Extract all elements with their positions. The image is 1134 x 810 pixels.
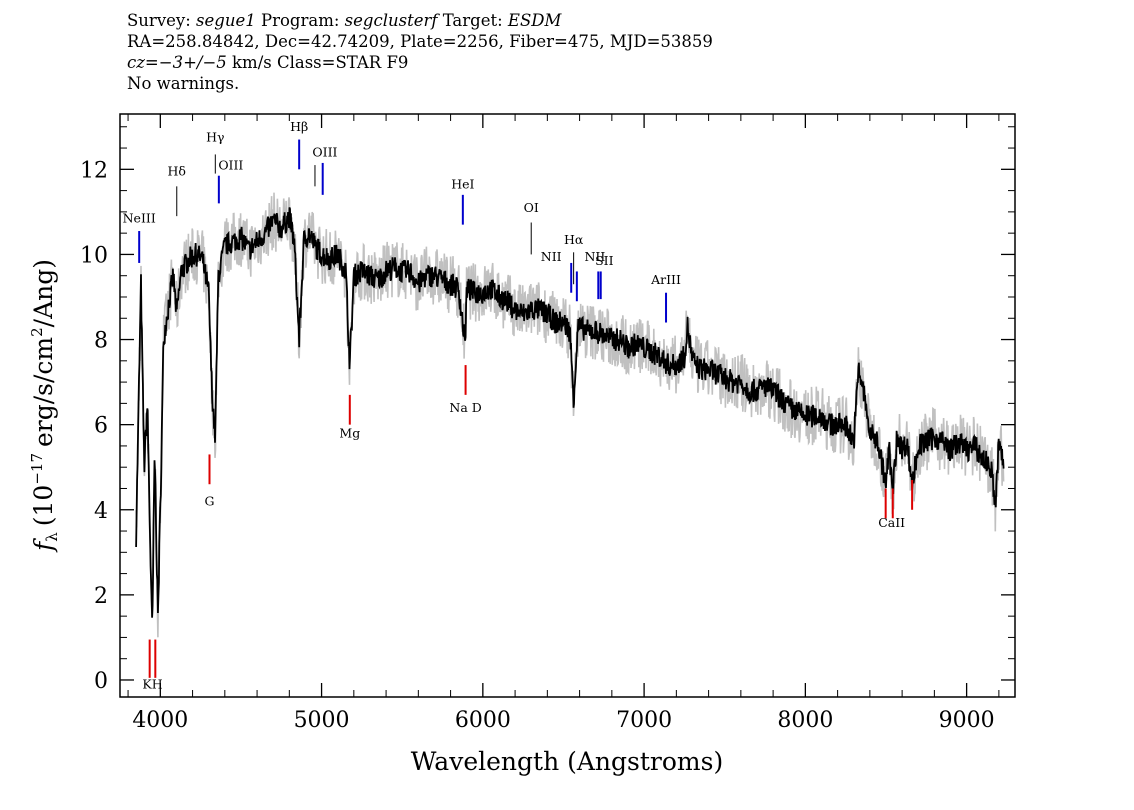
class-value: Class=STAR F9 <box>276 53 409 72</box>
line-label-h-7: Hβ <box>290 119 308 134</box>
y-tick-label-10: 10 <box>80 243 108 268</box>
line-label-nii-14: NII <box>541 249 562 264</box>
x-tick-label-7000: 7000 <box>616 708 672 733</box>
y-tick-label-2: 2 <box>94 584 108 609</box>
program-label: Program: <box>260 11 340 30</box>
line-label-h-5: Hγ <box>206 130 224 145</box>
line-label-h-3: Hδ <box>168 164 186 179</box>
survey-label: Survey: <box>127 11 191 30</box>
spectrum-header: Survey: segue1 Program: segclusterf Targ… <box>127 10 713 94</box>
line-label-oiii-8: OIII <box>312 145 337 160</box>
line-label-ariii-19: ArIII <box>650 272 681 287</box>
flux-layer <box>135 207 1005 618</box>
y-axis-title-sub: λ <box>43 532 61 542</box>
x-axis-title: Wavelength (Angstroms) <box>411 747 723 776</box>
cz-value: cz=−3+/−5 <box>127 53 227 72</box>
target-value: ESDM <box>507 11 562 30</box>
line-label-nad-12: Na D <box>449 400 481 415</box>
y-tick-label-4: 4 <box>94 499 108 524</box>
line-label-neiii-0: NeIII <box>123 211 156 226</box>
y-tick-label-12: 12 <box>80 158 108 183</box>
target-label: Target: <box>442 11 503 30</box>
y-tick-label-8: 8 <box>94 329 108 354</box>
header-line-redshift: cz=−3+/−5 km/s Class=STAR F9 <box>127 52 713 73</box>
y-axis-title-post: /Ang) <box>29 259 58 327</box>
y-axis-title-pre: (10 <box>29 485 58 527</box>
y-axis-title-mid: erg/s/cm <box>29 337 58 447</box>
y-tick-label-6: 6 <box>94 414 108 439</box>
y-tick-label-0: 0 <box>94 669 108 694</box>
line-label-sii-17: SII <box>595 253 614 268</box>
y-axis-title-exp: −17 <box>28 453 46 485</box>
x-tick-label-6000: 6000 <box>455 708 511 733</box>
x-tick-label-8000: 8000 <box>777 708 833 733</box>
line-label-h-15: Hα <box>564 232 584 247</box>
header-line-coordinates: RA=258.84842, Dec=42.74209, Plate=2256, … <box>127 32 713 51</box>
header-line-warnings: No warnings. <box>127 74 240 93</box>
x-tick-label-5000: 5000 <box>294 708 350 733</box>
line-label-oi-13: OI <box>524 200 539 215</box>
header-line-survey: Survey: segue1 Program: segclusterf Targ… <box>127 10 713 31</box>
axis-ticks: 4000 5000 6000 7000 8000 9000 0 2 4 6 8 10 12 <box>80 114 1015 733</box>
program-value: segclusterf <box>344 11 438 30</box>
y-axis-title-exp2: 2 <box>28 327 46 337</box>
flux-series-line <box>135 207 1005 618</box>
x-tick-label-4000: 4000 <box>132 708 188 733</box>
plot-frame <box>119 113 1016 698</box>
line-label-caii-20: CaII <box>878 515 905 530</box>
error-band-layer <box>135 192 1005 638</box>
x-tick-label-9000: 9000 <box>939 708 995 733</box>
line-label-kh: KH <box>142 676 162 691</box>
line-label-mg-10: Mg <box>339 425 360 440</box>
line-label-g-4: G <box>205 494 215 509</box>
y-axis-title: fλ (10−17 erg/s/cm2/Ang) <box>28 259 61 553</box>
line-label-nii-16: NII <box>584 249 605 264</box>
line-label-hei-11: HeI <box>451 176 474 191</box>
cz-units: km/s <box>232 53 272 72</box>
y-axis-title-f: f <box>29 538 58 553</box>
survey-value: segue1 <box>196 11 256 30</box>
line-label-oiii-6: OIII <box>218 157 243 172</box>
error-series-line <box>135 192 1005 638</box>
